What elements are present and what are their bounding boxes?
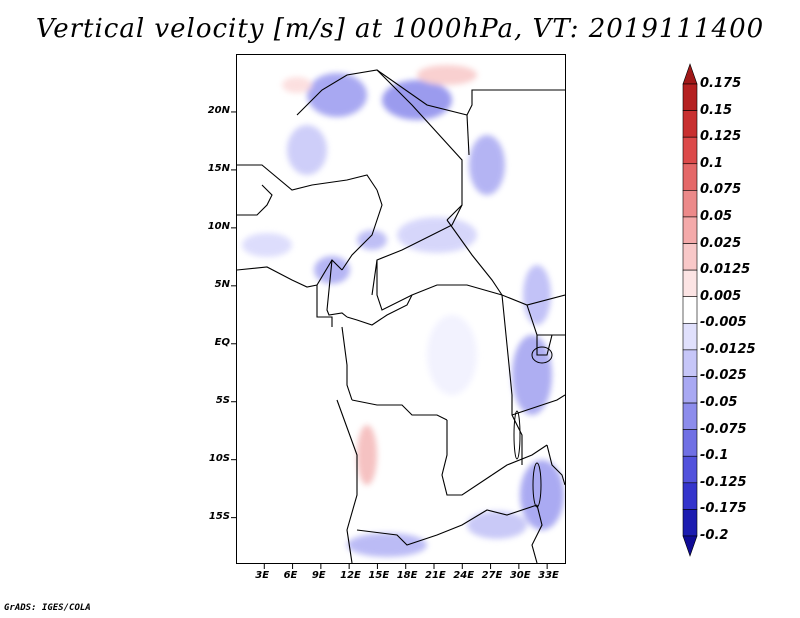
colorbar-level-label: -0.025: [700, 368, 747, 384]
x-tick-label: 15E: [368, 570, 390, 581]
colorbar-level-label: 0.0125: [700, 262, 751, 278]
colorbar-swatch: [682, 269, 698, 298]
colorbar-swatch: [682, 110, 698, 138]
colorbar-level-label: 0.1: [700, 155, 724, 171]
colorbar-swatch: [682, 509, 698, 537]
y-tick-label: 5S: [215, 394, 230, 406]
colorbar-level-label: -0.005: [700, 315, 747, 331]
country-boundaries: [237, 69, 565, 563]
colorbar-level-label: -0.125: [700, 474, 747, 490]
colorbar-swatch: [682, 349, 698, 377]
colorbar-swatch: [682, 83, 698, 111]
x-tick-label: 9E: [311, 570, 326, 581]
colorbar-level-label: 0.15: [700, 102, 733, 118]
y-tick-label: 20N: [207, 104, 230, 116]
colorbar-swatch: [682, 136, 698, 165]
y-tick-label: EQ: [214, 336, 230, 348]
y-tick-label: 10S: [208, 452, 230, 464]
colorbar-level-label: -0.0125: [700, 341, 756, 357]
map-plot-area: [236, 54, 566, 564]
colorbar-level-label: -0.075: [700, 421, 747, 437]
x-tick-label: 21E: [425, 570, 446, 581]
colorbar-level-label: 0.005: [700, 288, 742, 304]
colorbar-swatch: [682, 216, 698, 244]
x-tick-label: 30E: [509, 570, 531, 581]
colorbar-swatch: [682, 63, 698, 85]
colorbar-swatch: [682, 402, 698, 430]
colorbar-swatch: [682, 535, 698, 557]
colorbar-level-label: -0.05: [700, 395, 738, 411]
x-tick-label: 6E: [283, 570, 298, 581]
x-tick-label: 27E: [481, 570, 503, 581]
y-tick-label: 15N: [207, 162, 230, 174]
colorbar-swatch: [682, 322, 698, 351]
colorbar-level-label: 0.125: [700, 129, 742, 145]
y-tick-label: 5N: [214, 278, 230, 290]
colorbar-swatch: [682, 296, 698, 324]
colorbar-level-label: 0.05: [700, 208, 733, 224]
grads-credit: GrADS: IGES/COLA: [4, 603, 91, 613]
map-title: Vertical velocity [m/s] at 1000hPa, VT: …: [35, 14, 765, 44]
colorbar-swatch: [682, 376, 698, 404]
colorbar-level-label: -0.1: [700, 448, 729, 464]
lakes: [513, 346, 553, 508]
x-tick-label: 12E: [340, 570, 361, 581]
colorbar-swatch: [682, 429, 698, 457]
colorbar-swatch: [682, 482, 698, 510]
x-tick-label: 18E: [396, 570, 418, 581]
colorbar-swatch: [682, 455, 698, 484]
colorbar-level-label: 0.175: [700, 76, 742, 91]
colorbar: [682, 63, 698, 557]
colorbar-level-label: -0.2: [700, 528, 729, 543]
colorbar-level-label: 0.075: [700, 182, 742, 198]
x-tick-label: 33E: [538, 570, 559, 581]
x-tick-label: 24E: [453, 570, 475, 581]
y-tick-label: 10N: [207, 220, 230, 232]
velocity-shading: [242, 65, 564, 557]
colorbar-swatch: [682, 243, 698, 271]
colorbar-swatch: [682, 190, 698, 218]
velocity-field-map: [237, 65, 565, 563]
colorbar-level-label: -0.175: [700, 501, 747, 517]
y-tick-label: 15S: [208, 510, 230, 522]
x-tick-label: 3E: [255, 570, 270, 581]
colorbar-level-label: 0.025: [700, 235, 742, 251]
colorbar-swatch: [682, 163, 698, 191]
